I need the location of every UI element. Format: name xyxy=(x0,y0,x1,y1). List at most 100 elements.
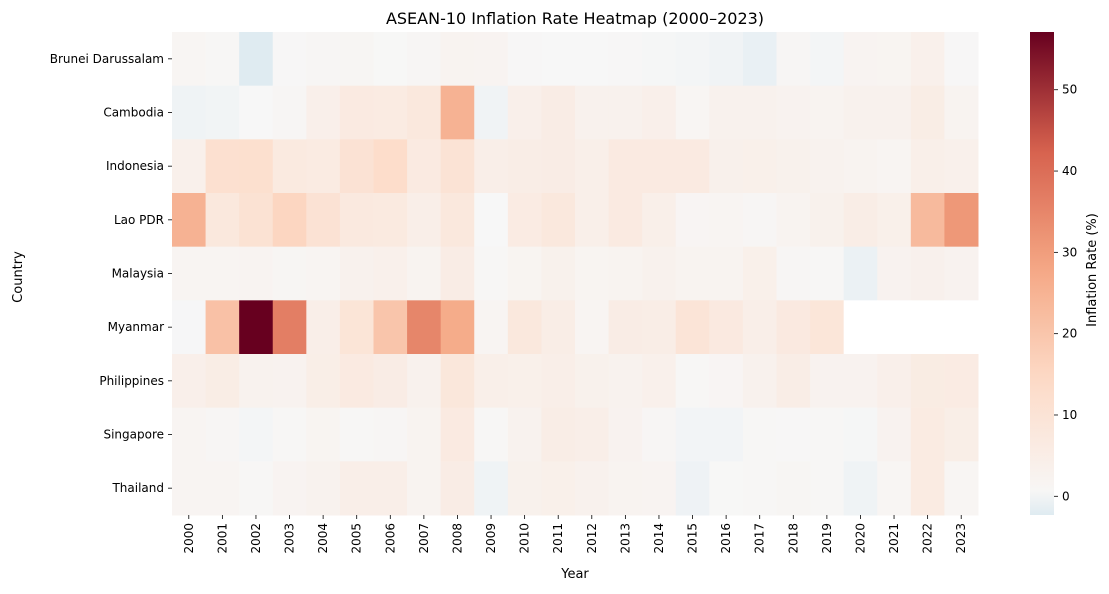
heatmap-cell xyxy=(776,193,811,248)
heatmap-cell xyxy=(407,139,442,194)
heatmap-cell xyxy=(810,32,845,87)
heatmap-cell xyxy=(575,139,610,194)
x-tick-label: 2005 xyxy=(350,523,364,554)
heatmap-cell xyxy=(810,407,845,462)
heatmap-cell xyxy=(507,354,542,409)
heatmap-cell xyxy=(877,354,912,409)
heatmap-cell xyxy=(742,354,777,409)
heatmap-cell xyxy=(373,300,408,355)
heatmap-cell xyxy=(407,461,442,516)
heatmap-cell xyxy=(373,407,408,462)
x-tick-label: 2010 xyxy=(518,523,532,554)
heatmap-cell xyxy=(742,407,777,462)
heatmap-cell xyxy=(239,193,274,248)
heatmap-cell xyxy=(709,193,744,248)
heatmap-cell xyxy=(675,85,710,140)
heatmap-cell xyxy=(675,193,710,248)
x-tick-label: 2012 xyxy=(585,523,599,554)
heatmap-cell xyxy=(843,300,878,355)
heatmap-cell xyxy=(877,32,912,87)
heatmap-cell xyxy=(172,85,207,140)
heatmap-cell xyxy=(507,85,542,140)
heatmap-cell xyxy=(440,300,475,355)
heatmap-cell xyxy=(910,407,945,462)
heatmap-cell xyxy=(742,300,777,355)
x-tick-label: 2003 xyxy=(283,523,297,554)
heatmap-cell xyxy=(944,407,979,462)
heatmap-cell xyxy=(205,354,240,409)
x-tick-label: 2021 xyxy=(887,523,901,554)
heatmap-cell xyxy=(407,193,442,248)
heatmap-cell xyxy=(608,461,643,516)
heatmap-cell xyxy=(642,407,677,462)
heatmap-cell xyxy=(810,354,845,409)
heatmap-cell xyxy=(339,85,374,140)
heatmap-cell xyxy=(541,407,576,462)
heatmap-cell xyxy=(306,139,341,194)
heatmap-cell xyxy=(172,354,207,409)
heatmap-cell xyxy=(239,85,274,140)
x-tick-label: 2019 xyxy=(820,523,834,554)
x-tick-label: 2004 xyxy=(316,523,330,554)
heatmap-cell xyxy=(272,354,307,409)
heatmap-cell xyxy=(843,246,878,301)
heatmap-cell xyxy=(910,85,945,140)
heatmap-cell xyxy=(239,139,274,194)
heatmap-cell xyxy=(575,85,610,140)
heatmap-cell xyxy=(944,85,979,140)
heatmap-cell xyxy=(440,461,475,516)
heatmap-cell xyxy=(440,246,475,301)
heatmap-cell xyxy=(776,32,811,87)
heatmap-cell xyxy=(575,246,610,301)
heatmap-cell xyxy=(373,32,408,87)
heatmap-cell xyxy=(910,32,945,87)
x-tick-label: 2009 xyxy=(484,523,498,554)
heatmap-cell xyxy=(407,85,442,140)
heatmap-cell xyxy=(944,300,979,355)
heatmap-cell xyxy=(944,193,979,248)
heatmap-cell xyxy=(205,300,240,355)
colorbar xyxy=(1030,32,1054,515)
heatmap-cell xyxy=(440,354,475,409)
heatmap-cell xyxy=(407,300,442,355)
heatmap-cell xyxy=(709,85,744,140)
heatmap-cell xyxy=(742,32,777,87)
heatmap-cell xyxy=(709,461,744,516)
heatmap-cell xyxy=(339,354,374,409)
heatmap-cell xyxy=(877,139,912,194)
heatmap-cell xyxy=(742,85,777,140)
heatmap-cell xyxy=(910,300,945,355)
heatmap-cell xyxy=(474,139,509,194)
heatmap-cell xyxy=(474,461,509,516)
heatmap-cell xyxy=(910,354,945,409)
heatmap-cell xyxy=(608,85,643,140)
colorbar-tick-label: 0 xyxy=(1062,489,1070,503)
heatmap-cell xyxy=(205,32,240,87)
chart-title: ASEAN-10 Inflation Rate Heatmap (2000–20… xyxy=(386,9,764,28)
heatmap-cell xyxy=(507,139,542,194)
heatmap-cell xyxy=(675,32,710,87)
heatmap-cell xyxy=(843,139,878,194)
heatmap-cell xyxy=(910,193,945,248)
y-tick-label: Cambodia xyxy=(103,106,164,120)
heatmap-cell xyxy=(541,193,576,248)
heatmap-cell xyxy=(810,246,845,301)
heatmap-cell xyxy=(642,85,677,140)
heatmap-cell xyxy=(306,246,341,301)
heatmap-cell xyxy=(205,461,240,516)
heatmap-cell xyxy=(642,246,677,301)
heatmap-cell xyxy=(507,193,542,248)
heatmap-cell xyxy=(507,461,542,516)
heatmap-cell xyxy=(877,407,912,462)
heatmap-cell xyxy=(541,354,576,409)
heatmap-cell xyxy=(306,354,341,409)
heatmap-cell xyxy=(810,461,845,516)
heatmap-cell xyxy=(172,193,207,248)
heatmap-cell xyxy=(272,461,307,516)
heatmap-cell xyxy=(373,354,408,409)
heatmap-cell xyxy=(910,461,945,516)
heatmap-cell xyxy=(843,85,878,140)
heatmap-cell xyxy=(306,300,341,355)
x-tick-label: 2016 xyxy=(719,523,733,554)
